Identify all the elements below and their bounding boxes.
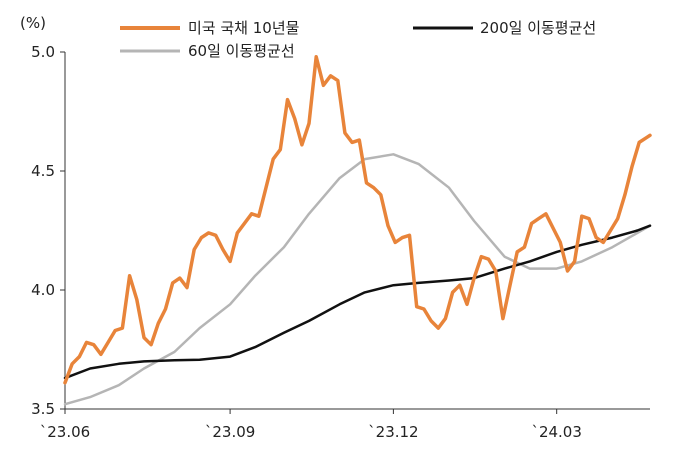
- y-axis-ticks: 5.0 4.5 4.0 3.5: [31, 43, 65, 418]
- y-tick-label: 5.0: [31, 43, 55, 61]
- legend-label-ma200: 200일 이동평균선: [480, 19, 596, 37]
- x-axis-ticks: `23.06 `23.09 `23.12 `24.03: [40, 409, 582, 441]
- x-tick-label: `24.03: [531, 423, 581, 441]
- series-layer: [63, 55, 652, 406]
- legend-label-us10y: 미국 국채 10년물: [188, 19, 299, 37]
- legend-item-ma60: 60일 이동평균선: [120, 42, 295, 60]
- series-line-ma200: [63, 224, 652, 380]
- legend-item-ma200: 200일 이동평균선: [413, 19, 596, 37]
- series-line-ma60: [63, 153, 652, 406]
- y-axis-unit-label: (%): [20, 14, 46, 32]
- legend-item-us10y: 미국 국채 10년물: [120, 19, 299, 37]
- y-tick-label: 3.5: [31, 400, 55, 418]
- legend: 미국 국채 10년물 200일 이동평균선 60일 이동평균선: [120, 19, 596, 60]
- x-tick-label: `23.12: [368, 423, 418, 441]
- y-tick-label: 4.0: [31, 281, 55, 299]
- legend-label-ma60: 60일 이동평균선: [188, 42, 295, 60]
- x-tick-label: `23.09: [205, 423, 255, 441]
- series-line-us10y: [63, 55, 652, 385]
- y-tick-label: 4.5: [31, 162, 55, 180]
- x-tick-label: `23.06: [40, 423, 90, 441]
